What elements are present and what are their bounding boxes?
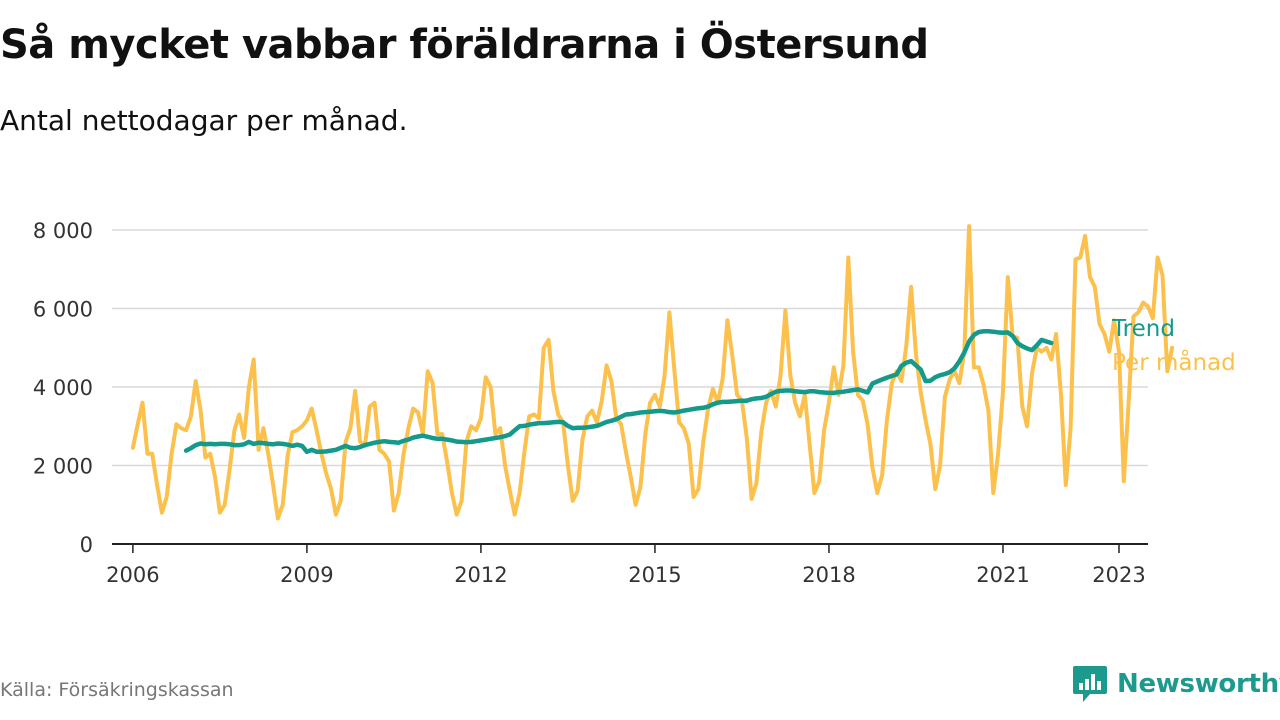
y-tick-label-0: 0 (80, 533, 93, 557)
x-tick-label-2023: 2023 (1092, 563, 1145, 587)
y-tick-label-6000: 6 000 (33, 298, 93, 322)
brand-name: Newsworthy (1117, 669, 1280, 699)
x-axis-ticks: 2006 2009 2012 2015 2018 2021 2023 (106, 544, 1146, 587)
line-labels: Trend Per månad (1111, 316, 1236, 376)
series-lines (130, 224, 1175, 521)
chart-subtitle: Antal nettodagar per månad. (0, 104, 408, 137)
newsworthy-logo-icon (1073, 666, 1107, 702)
chart-title: Så mycket vabbar föräldrarna i Östersund (0, 22, 929, 68)
monthly-line (130, 224, 1175, 521)
trend-line (183, 329, 1054, 455)
y-tick-label-8000: 8 000 (33, 219, 93, 243)
x-tick-label-2021: 2021 (976, 563, 1029, 587)
x-tick-label-2018: 2018 (802, 563, 855, 587)
gridlines (112, 229, 1148, 467)
y-tick-label-2000: 2 000 (33, 455, 93, 479)
y-axis-ticks: 0 2 000 4 000 6 000 8 000 (33, 219, 93, 557)
legend-label-trend: Trend (1111, 316, 1175, 342)
x-tick-label-2015: 2015 (628, 563, 681, 587)
brand-logo: Newsworthy (1072, 664, 1280, 704)
source-note: Källa: Försäkringskassan (0, 679, 234, 701)
x-tick-label-2012: 2012 (454, 563, 507, 587)
legend-label-monthly: Per månad (1112, 348, 1236, 376)
y-tick-label-4000: 4 000 (33, 376, 93, 400)
x-tick-label-2009: 2009 (280, 563, 333, 587)
x-tick-label-2006: 2006 (106, 563, 159, 587)
